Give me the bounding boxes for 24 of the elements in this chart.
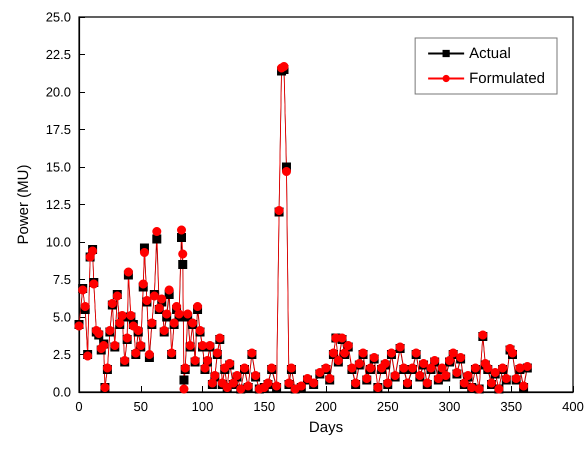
- y-tick-label: 25.0: [46, 10, 71, 24]
- y-tick-label: 7.5: [52, 272, 71, 287]
- y-tick-label: 5.0: [52, 310, 71, 324]
- x-tick-label: 400: [562, 399, 584, 414]
- x-tick-label: 50: [134, 399, 148, 414]
- x-axis-title: Days: [308, 419, 344, 436]
- y-tick-label: 20.0: [46, 84, 71, 100]
- x-tick-label: 100: [192, 399, 214, 414]
- x-tick-label: 300: [438, 399, 460, 414]
- x-tick-label: 200: [315, 399, 337, 414]
- x-tick-label: 350: [500, 399, 522, 414]
- y-tick-label: 10.0: [46, 234, 71, 250]
- y-tick-label: 12.5: [46, 197, 71, 212]
- legend-label: Formulated: [469, 70, 546, 87]
- y-tick-label: 22.5: [46, 47, 71, 62]
- legend-label: Actual: [469, 45, 511, 62]
- y-axis-title: Power (MU): [15, 164, 32, 245]
- y-tick-label: 17.5: [46, 122, 71, 137]
- y-tick-label: 15.0: [46, 160, 71, 174]
- x-tick-label: 250: [376, 399, 399, 414]
- y-tick-label: 0.0: [52, 384, 71, 400]
- x-tick-label: 150: [253, 399, 276, 414]
- y-tick-label: 2.5: [52, 347, 71, 362]
- x-tick-label: 0: [75, 399, 83, 414]
